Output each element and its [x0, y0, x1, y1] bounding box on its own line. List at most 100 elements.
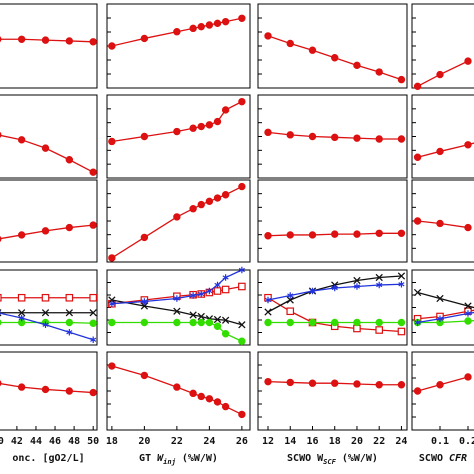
- x-tick-label: 22: [171, 436, 183, 447]
- point: [308, 132, 317, 141]
- x-axis-label-part: onc. [gO2/L]: [12, 453, 84, 464]
- point: [213, 287, 222, 295]
- series-line: [0, 134, 94, 173]
- point: [331, 133, 339, 142]
- x-tick-label: 46: [49, 436, 61, 447]
- point: [173, 307, 181, 315]
- point: [0, 236, 2, 243]
- panel-frame: [0, 179, 98, 263]
- panel-frame: [0, 351, 98, 431]
- point: [238, 97, 246, 106]
- point: [213, 315, 222, 324]
- x-tick-label: 18: [106, 436, 118, 447]
- x-tick-label: 26: [236, 436, 248, 447]
- point: [375, 135, 383, 143]
- panel-frame: [257, 269, 408, 346]
- point: [464, 373, 472, 381]
- point: [41, 309, 50, 317]
- point: [65, 309, 74, 317]
- point: [413, 217, 422, 225]
- point: [213, 194, 222, 202]
- point: [331, 230, 339, 238]
- point: [89, 293, 97, 302]
- point: [308, 46, 317, 54]
- point: [89, 38, 97, 46]
- series-line: [0, 312, 94, 341]
- panel-frame: [106, 179, 251, 263]
- point: [221, 330, 230, 338]
- point: [264, 377, 272, 386]
- point: [375, 229, 383, 238]
- point: [108, 42, 116, 50]
- panel-frame: [106, 3, 251, 89]
- point: [0, 380, 2, 387]
- point: [197, 312, 205, 321]
- point: [221, 191, 230, 199]
- point: [41, 36, 50, 44]
- point: [41, 293, 50, 302]
- panel-frame: [106, 94, 251, 179]
- point: [18, 314, 25, 322]
- x-tick-label: 12: [262, 436, 274, 447]
- point: [65, 223, 74, 232]
- series-line: [417, 142, 474, 158]
- point: [189, 318, 197, 327]
- point: [205, 395, 214, 403]
- point: [308, 318, 317, 327]
- x-tick-label: 44: [30, 436, 42, 447]
- point: [221, 285, 230, 294]
- point: [238, 182, 246, 191]
- point: [238, 14, 246, 22]
- x-tick-label: 0.1: [431, 436, 449, 447]
- series-line: [417, 291, 474, 309]
- point: [205, 121, 214, 129]
- x-axis-label-part: SCWO W: [287, 453, 324, 464]
- point: [89, 168, 97, 176]
- point: [436, 147, 444, 156]
- point: [221, 17, 230, 26]
- point: [414, 319, 421, 326]
- point: [190, 292, 197, 299]
- point: [331, 54, 339, 62]
- x-tick-label: 18: [329, 436, 341, 447]
- point: [264, 318, 272, 327]
- point: [353, 283, 361, 290]
- point: [108, 254, 116, 262]
- point: [353, 61, 361, 70]
- point: [264, 128, 272, 137]
- series-line: [417, 320, 474, 324]
- x-tick-label: 0.2: [459, 436, 474, 447]
- point: [464, 302, 472, 310]
- point: [42, 321, 49, 328]
- point: [205, 318, 214, 327]
- point: [0, 319, 2, 326]
- point: [375, 68, 383, 76]
- point: [397, 135, 406, 143]
- point: [41, 385, 50, 394]
- point: [413, 82, 422, 91]
- panel-frame: [411, 94, 474, 179]
- point: [108, 300, 115, 307]
- point: [197, 122, 205, 131]
- point: [331, 284, 338, 292]
- point: [353, 134, 361, 142]
- x-axis-label: GT Winj (%W/W): [139, 453, 218, 466]
- point: [189, 205, 197, 213]
- point: [197, 392, 205, 401]
- point: [331, 318, 339, 327]
- point: [286, 378, 294, 387]
- x-tick-label: 16: [306, 436, 318, 447]
- point: [214, 281, 221, 289]
- point: [90, 336, 97, 343]
- point: [0, 293, 2, 302]
- point: [375, 381, 383, 389]
- series-line: [111, 101, 243, 143]
- point: [222, 274, 229, 281]
- point: [108, 362, 116, 370]
- panel-frame: [257, 351, 408, 431]
- point: [353, 276, 361, 285]
- point: [464, 223, 472, 232]
- point: [198, 290, 205, 298]
- point: [309, 287, 316, 295]
- point: [221, 316, 230, 324]
